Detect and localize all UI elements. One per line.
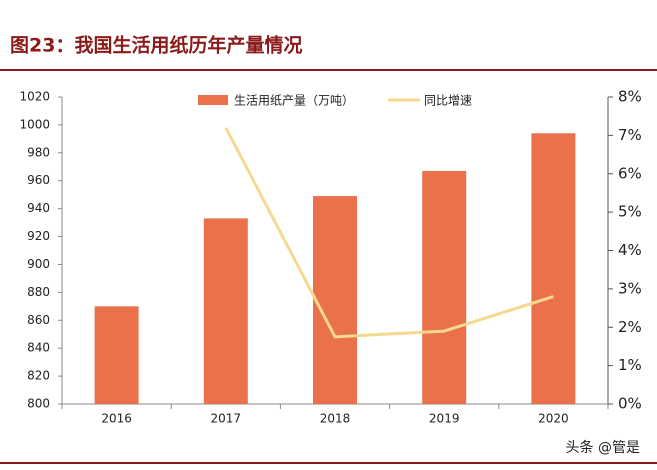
y2-tick-label: 7% — [618, 126, 642, 144]
y2-tick-label: 1% — [618, 356, 642, 374]
y-tick-label: 960 — [27, 173, 50, 187]
x-tick-label: 2020 — [538, 412, 569, 426]
y-tick-label: 860 — [27, 313, 50, 327]
x-tick-label: 2019 — [429, 412, 460, 426]
bar — [94, 306, 139, 404]
chart-title: 图23：我国生活用纸历年产量情况 — [10, 34, 302, 57]
y2-tick-label: 0% — [618, 395, 642, 413]
watermark: 头条 @管是 — [566, 439, 640, 456]
y-tick-label: 1020 — [19, 90, 50, 104]
y-tick-label: 880 — [27, 285, 50, 299]
line — [224, 127, 554, 339]
x-tick-label: 2017 — [211, 412, 242, 426]
legend-label: 同比增速 — [424, 94, 472, 108]
bar — [313, 196, 357, 404]
x-tick-label: 2018 — [320, 412, 351, 426]
y2-tick-label: 4% — [618, 241, 642, 259]
bar — [422, 170, 467, 404]
y2-tick-label: 5% — [618, 203, 642, 221]
legend-swatch — [198, 95, 228, 105]
y2-tick-label: 3% — [618, 279, 642, 297]
y-tick-label: 920 — [27, 229, 50, 243]
y-tick-label: 820 — [27, 369, 50, 383]
y-tick-label: 940 — [27, 201, 50, 215]
y2-tick-label: 2% — [618, 318, 642, 336]
bar — [531, 133, 576, 405]
y-tick-label: 980 — [27, 145, 50, 159]
y-tick-label: 840 — [27, 341, 50, 355]
y-tick-label: 1000 — [19, 117, 50, 131]
legend-label: 生活用纸产量（万吨） — [234, 94, 354, 108]
x-tick-label: 2016 — [101, 412, 132, 426]
bar — [203, 218, 248, 404]
y2-tick-label: 6% — [618, 164, 642, 182]
y-tick-label: 800 — [27, 397, 50, 411]
y-tick-label: 900 — [27, 257, 50, 271]
y2-tick-label: 8% — [618, 88, 642, 106]
